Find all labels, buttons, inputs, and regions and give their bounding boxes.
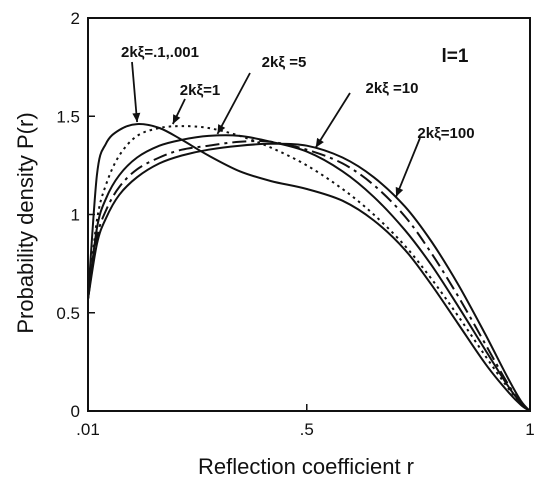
series-annotation-label: 2kξ =10: [366, 80, 419, 97]
series-annotation-label: 2kξ=100: [417, 125, 474, 142]
annotation-arrowhead: [315, 137, 324, 148]
annotation-arrowhead: [172, 114, 181, 125]
x-tick-label: .5: [300, 420, 314, 439]
series-line-2: [87, 134, 531, 412]
y-tick-label: 1: [71, 206, 80, 225]
y-tick-label: 2: [71, 9, 80, 28]
series-line-3: [87, 140, 531, 412]
annotation-arrow-line: [314, 92, 351, 149]
ticks-layer: .01 .5 1 0 0.5 1 1.5 2: [56, 9, 534, 439]
series-annotation-label: 2kξ =5: [262, 54, 307, 71]
plot-frame-group: [87, 17, 531, 412]
y-tick-label: 0.5: [56, 304, 80, 323]
y-tick-label: 1.5: [56, 107, 80, 126]
y-axis-label: Probability density P(r): [13, 112, 38, 333]
series-layer: [87, 123, 531, 412]
annotation-arrowhead: [132, 112, 141, 123]
series-line-0: [87, 123, 531, 412]
annotation-layer: 2kξ=.1,.001 2kξ=1 2kξ =5 2kξ =10 2kξ=100: [121, 44, 475, 198]
annotation-arrow-line: [216, 72, 251, 135]
series-line-4: [87, 142, 531, 412]
corner-label: l=1: [442, 46, 469, 67]
plot-frame: [87, 17, 531, 412]
x-axis-label: Reflection coefficient r: [198, 454, 414, 479]
y-tick-label: 0: [71, 402, 80, 421]
series-annotation-label: 2kξ=.1,.001: [121, 44, 199, 61]
annotation-arrow-line: [131, 61, 139, 123]
annotation-arrowhead: [217, 124, 226, 134]
series-annotation-label: 2kξ=1: [180, 82, 220, 99]
x-tick-label: 1: [525, 420, 534, 439]
annotation-arrow-line: [395, 137, 421, 198]
x-tick-label: .01: [76, 420, 100, 439]
series-line-1: [87, 125, 531, 412]
annotation-arrowhead: [395, 186, 404, 197]
